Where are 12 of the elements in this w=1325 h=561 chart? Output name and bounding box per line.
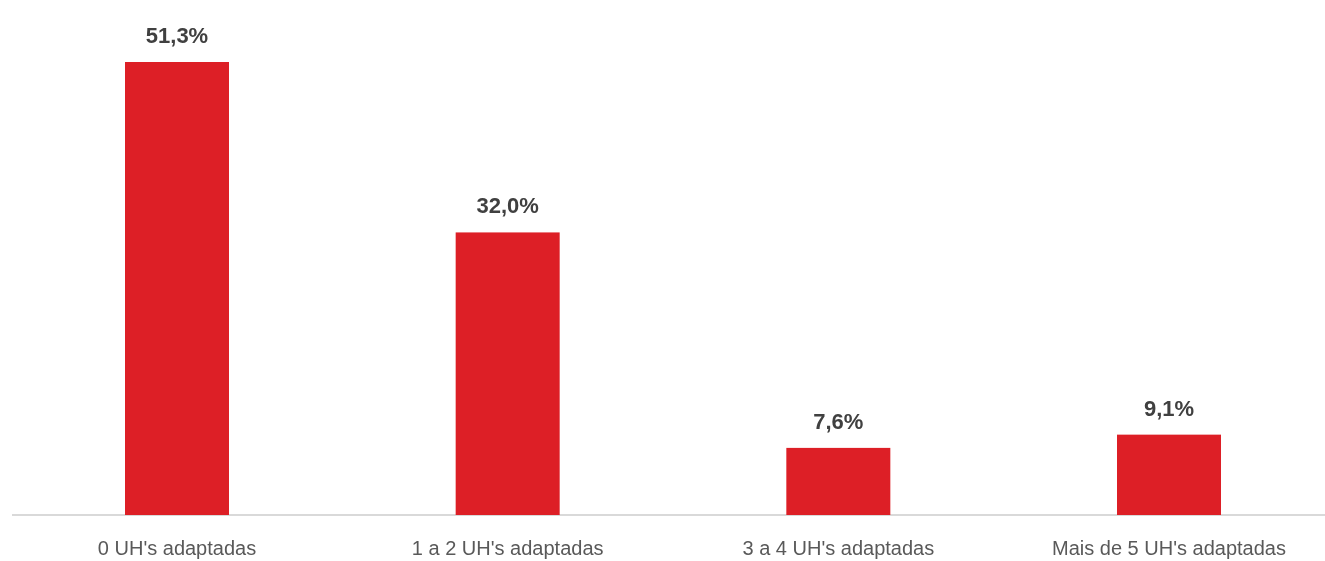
data-label: 9,1% xyxy=(1143,395,1195,421)
bar xyxy=(455,232,560,515)
x-tick-label: Mais de 5 UH's adaptadas xyxy=(1052,537,1286,559)
data-label: 32,0% xyxy=(476,193,539,219)
x-tick-label: 1 a 2 UH's adaptadas xyxy=(411,537,604,559)
data-label: 7,6% xyxy=(813,408,864,434)
x-tick-label: 3 a 4 UH's adaptadas xyxy=(742,537,935,559)
bar xyxy=(786,447,891,515)
x-tick-label: 0 UH's adaptadas xyxy=(97,537,257,559)
data-label: 51,3% xyxy=(145,23,209,48)
bar xyxy=(1117,434,1221,515)
bar xyxy=(125,62,229,515)
